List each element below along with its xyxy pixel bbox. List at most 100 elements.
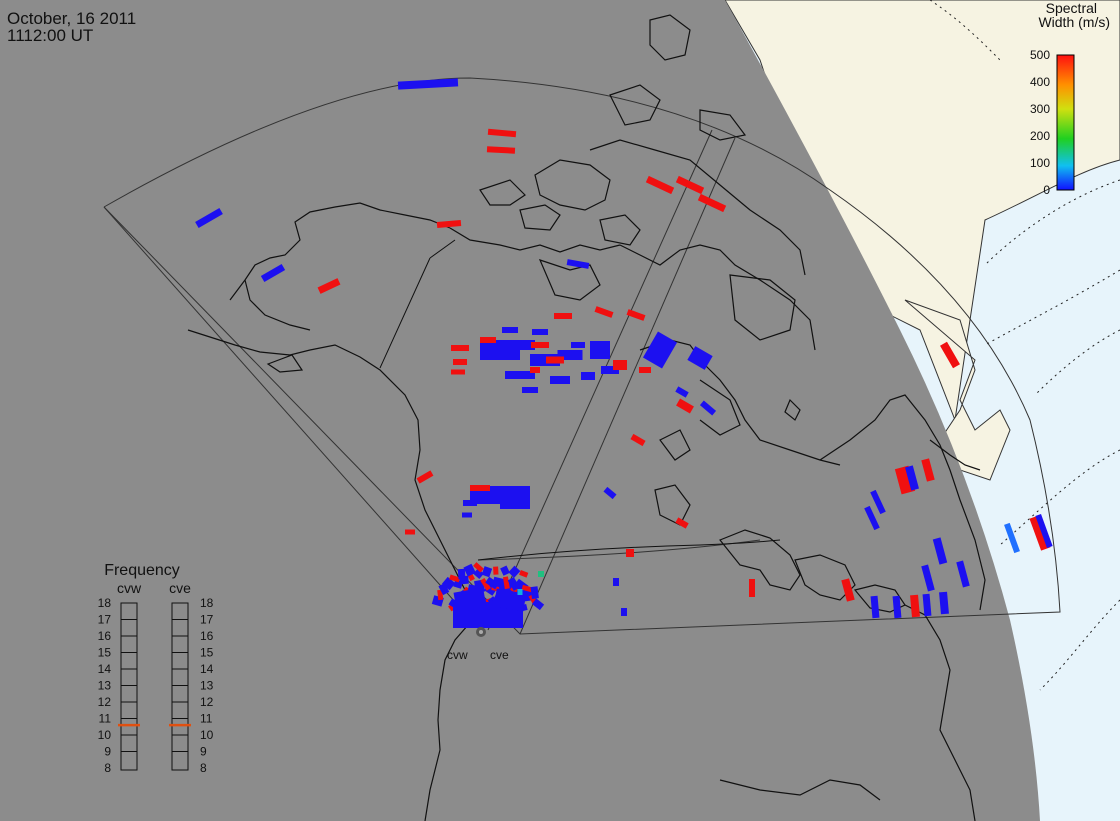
echo-cell: [571, 342, 585, 348]
echo-cell: [557, 350, 583, 360]
frequency-tick-right: 10: [200, 728, 214, 742]
echo-cell: [940, 341, 960, 369]
echo-cell: [449, 574, 461, 583]
colorbar-tick-label: 0: [1043, 183, 1050, 197]
date-label: October, 16 2011: [7, 9, 137, 28]
echo-cell: [630, 433, 646, 447]
echo-cell: [621, 608, 627, 616]
frequency-tick-right: 8: [200, 761, 207, 775]
echo-cell: [639, 367, 651, 373]
frequency-tick-left: 15: [98, 646, 112, 660]
echo-cell: [487, 128, 517, 138]
echo-cell: [697, 193, 727, 213]
echo-cell: [626, 549, 634, 557]
echo-cell: [480, 337, 496, 343]
frequency-tick-right: 14: [200, 662, 214, 676]
echo-cell: [492, 576, 506, 589]
echo-cell: [195, 207, 223, 229]
echo-cell: [260, 263, 286, 283]
echo-cell: [905, 465, 919, 491]
echo-cell: [530, 367, 540, 373]
frequency-tick-left: 9: [104, 745, 111, 759]
frequency-label-cvw: cvw: [117, 580, 142, 596]
echo-cell: [870, 595, 880, 619]
echo-cell: [892, 595, 902, 619]
political-boundaries: [379, 239, 781, 561]
coastlines: [187, 14, 986, 821]
echo-cell: [687, 346, 713, 370]
fov-outline: [103, 77, 1061, 635]
colorbar-tick-label: 500: [1030, 48, 1050, 62]
echo-cell: [508, 565, 521, 578]
echo-cell: [317, 278, 341, 294]
colorbar-title-line1: Spectral: [1046, 0, 1097, 16]
echo-cell: [613, 360, 627, 370]
echo-cell: [603, 486, 617, 500]
echo-cell: [451, 345, 469, 351]
frequency-tick-left: 18: [98, 596, 112, 610]
frequency-tick-right: 12: [200, 695, 214, 709]
echo-cell: [457, 568, 466, 580]
echo-cell: [500, 565, 510, 576]
frequency-tick-left: 13: [98, 679, 112, 693]
echo-cell: [522, 387, 538, 393]
echo-cell: [642, 331, 678, 369]
echo-cell: [676, 398, 694, 414]
radar-site-cve: [479, 630, 483, 634]
echo-cell: [438, 583, 450, 596]
radar-label-cvw: cvw: [447, 648, 468, 662]
echo-cell: [1035, 513, 1053, 549]
echo-cell: [405, 529, 415, 535]
frequency-title: Frequency: [104, 562, 180, 579]
frequency-tick-right: 9: [200, 745, 207, 759]
echo-cell: [397, 78, 459, 90]
frequency-panel: Frequency cvw cve 18 18 17 17 16 16 15 15 14 14 13…: [98, 562, 214, 775]
labrador-dayside: [904, 299, 1011, 481]
echo-cell: [921, 458, 935, 482]
echo-cell: [486, 146, 516, 154]
time-label: 1112:00 UT: [7, 26, 94, 45]
echo-cell: [453, 587, 487, 613]
colorbar: Spectral Width (m/s) 500 400 300 200 100 0: [1030, 0, 1110, 197]
echo-cell: [566, 259, 590, 269]
echo-cell: [530, 586, 539, 599]
echo-cell: [841, 578, 855, 602]
echo-cell: [441, 576, 456, 591]
echo-cell: [675, 175, 705, 195]
frequency-tick-right: 13: [200, 679, 214, 693]
echo-cell: [462, 512, 472, 518]
echo-cell: [910, 594, 920, 618]
echo-cell: [921, 564, 935, 592]
frequency-tick-right: 11: [200, 712, 213, 726]
frequency-tick-right: 18: [200, 596, 214, 610]
echo-cell: [451, 369, 465, 375]
frequency-columns: 18 18 17 17 16 16 15 15 14 14 13 13 12 12 11 11 10 10 9 9 8 8: [98, 596, 214, 775]
radar-label-cve: cve: [490, 648, 509, 662]
echo-cell: [473, 562, 484, 573]
echo-cell: [505, 340, 535, 350]
frequency-column-cvw: [120, 602, 138, 771]
echo-cell: [500, 501, 530, 509]
echo-cell: [870, 489, 886, 515]
echo-cell: [932, 537, 948, 565]
frequency-tick-left: 11: [99, 712, 112, 726]
echo-cell: [594, 306, 614, 318]
colorbar-tick-label: 300: [1030, 102, 1050, 116]
frequency-tick-left: 8: [104, 761, 111, 775]
echo-layer: [195, 78, 1053, 628]
frequency-tick-left: 17: [98, 613, 112, 627]
colorbar-tick-label: 400: [1030, 75, 1050, 89]
colorbar-tick-label: 200: [1030, 129, 1050, 143]
frequency-label-cve: cve: [169, 580, 191, 596]
frequency-tick-right: 16: [200, 629, 214, 643]
echo-cell: [502, 327, 518, 333]
echo-cell: [1004, 522, 1020, 554]
echo-cell: [601, 366, 619, 374]
echo-cell: [546, 356, 564, 364]
echo-cell: [590, 341, 610, 359]
echo-cell: [613, 578, 619, 586]
echo-cell: [699, 400, 717, 416]
echo-cell: [517, 589, 523, 595]
